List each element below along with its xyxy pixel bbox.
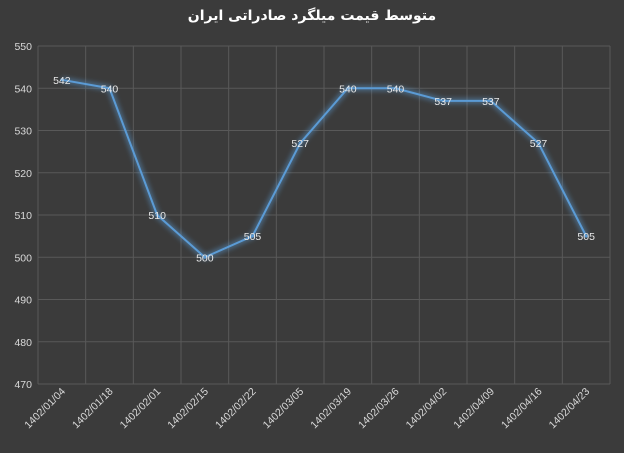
x-tick-label: 1402/03/19 <box>308 386 354 432</box>
data-point <box>155 213 159 217</box>
x-tick-label: 1402/01/04 <box>22 386 68 432</box>
y-tick-label: 500 <box>14 252 32 264</box>
x-tick-label: 1402/02/01 <box>118 386 164 432</box>
data-point <box>251 234 254 238</box>
data-point <box>537 141 540 145</box>
data-point <box>346 86 350 90</box>
data-point <box>584 234 588 238</box>
y-tick-label: 480 <box>14 337 32 349</box>
data-label: 527 <box>291 138 309 150</box>
y-tick-label: 470 <box>14 379 32 391</box>
data-point <box>60 78 64 82</box>
data-point <box>489 99 493 103</box>
data-point <box>108 86 111 90</box>
x-tick-label: 1402/04/16 <box>499 386 545 432</box>
y-tick-label: 540 <box>14 83 32 95</box>
grid-layer <box>37 45 611 385</box>
y-tick-label: 490 <box>14 295 32 307</box>
x-tick-label: 1402/04/09 <box>451 386 497 432</box>
data-label: 527 <box>530 138 548 150</box>
data-label: 537 <box>482 96 500 108</box>
series-line <box>61 78 588 259</box>
data-label: 537 <box>434 96 452 108</box>
x-tick-label: 1402/04/23 <box>547 386 593 432</box>
data-point <box>298 141 302 145</box>
data-label: 540 <box>101 83 119 95</box>
data-label: 505 <box>577 231 595 243</box>
label-layer: 542 540 510 500 505 527 540 540 537 537 527 505 <box>53 75 595 264</box>
x-tick-label: 1402/02/22 <box>213 386 259 432</box>
data-label: 540 <box>339 83 357 95</box>
x-tick-label: 1402/02/15 <box>165 386 211 432</box>
x-tick-label: 1402/03/26 <box>356 386 402 432</box>
data-point <box>441 99 445 103</box>
y-tick-label: 520 <box>14 168 32 180</box>
data-label: 505 <box>244 231 262 243</box>
data-label: 510 <box>148 210 166 222</box>
data-point <box>394 86 397 90</box>
data-label: 540 <box>387 83 405 95</box>
data-point <box>203 255 207 259</box>
data-label: 500 <box>196 252 214 264</box>
x-tick-label: 1402/03/05 <box>261 386 307 432</box>
x-tick-label: 1402/01/18 <box>70 386 116 432</box>
data-label: 542 <box>53 75 71 87</box>
y-tick-label: 510 <box>14 210 32 222</box>
y-tick-label: 530 <box>14 126 32 138</box>
series-layer <box>60 76 589 261</box>
chart-title: متوسط قیمت میلگرد صادراتی ایران <box>187 8 437 24</box>
y-tick-label: 550 <box>14 41 32 53</box>
x-tick-label: 1402/04/02 <box>404 386 450 432</box>
